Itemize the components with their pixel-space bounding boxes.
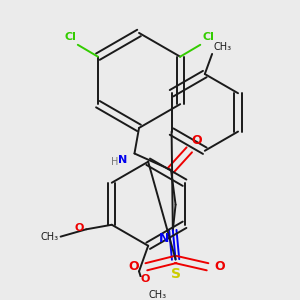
Text: O: O — [215, 260, 226, 273]
Text: Cl: Cl — [64, 32, 76, 42]
Text: Cl: Cl — [202, 32, 214, 42]
Text: N: N — [118, 155, 127, 165]
Text: O: O — [128, 260, 139, 273]
Text: CH₃: CH₃ — [148, 290, 166, 300]
Text: CH₃: CH₃ — [41, 232, 59, 242]
Text: H: H — [111, 157, 118, 167]
Text: CH₃: CH₃ — [214, 42, 232, 52]
Text: O: O — [74, 224, 83, 233]
Text: S: S — [171, 267, 181, 281]
Text: N: N — [159, 232, 169, 245]
Text: O: O — [141, 274, 150, 284]
Text: O: O — [191, 134, 202, 147]
